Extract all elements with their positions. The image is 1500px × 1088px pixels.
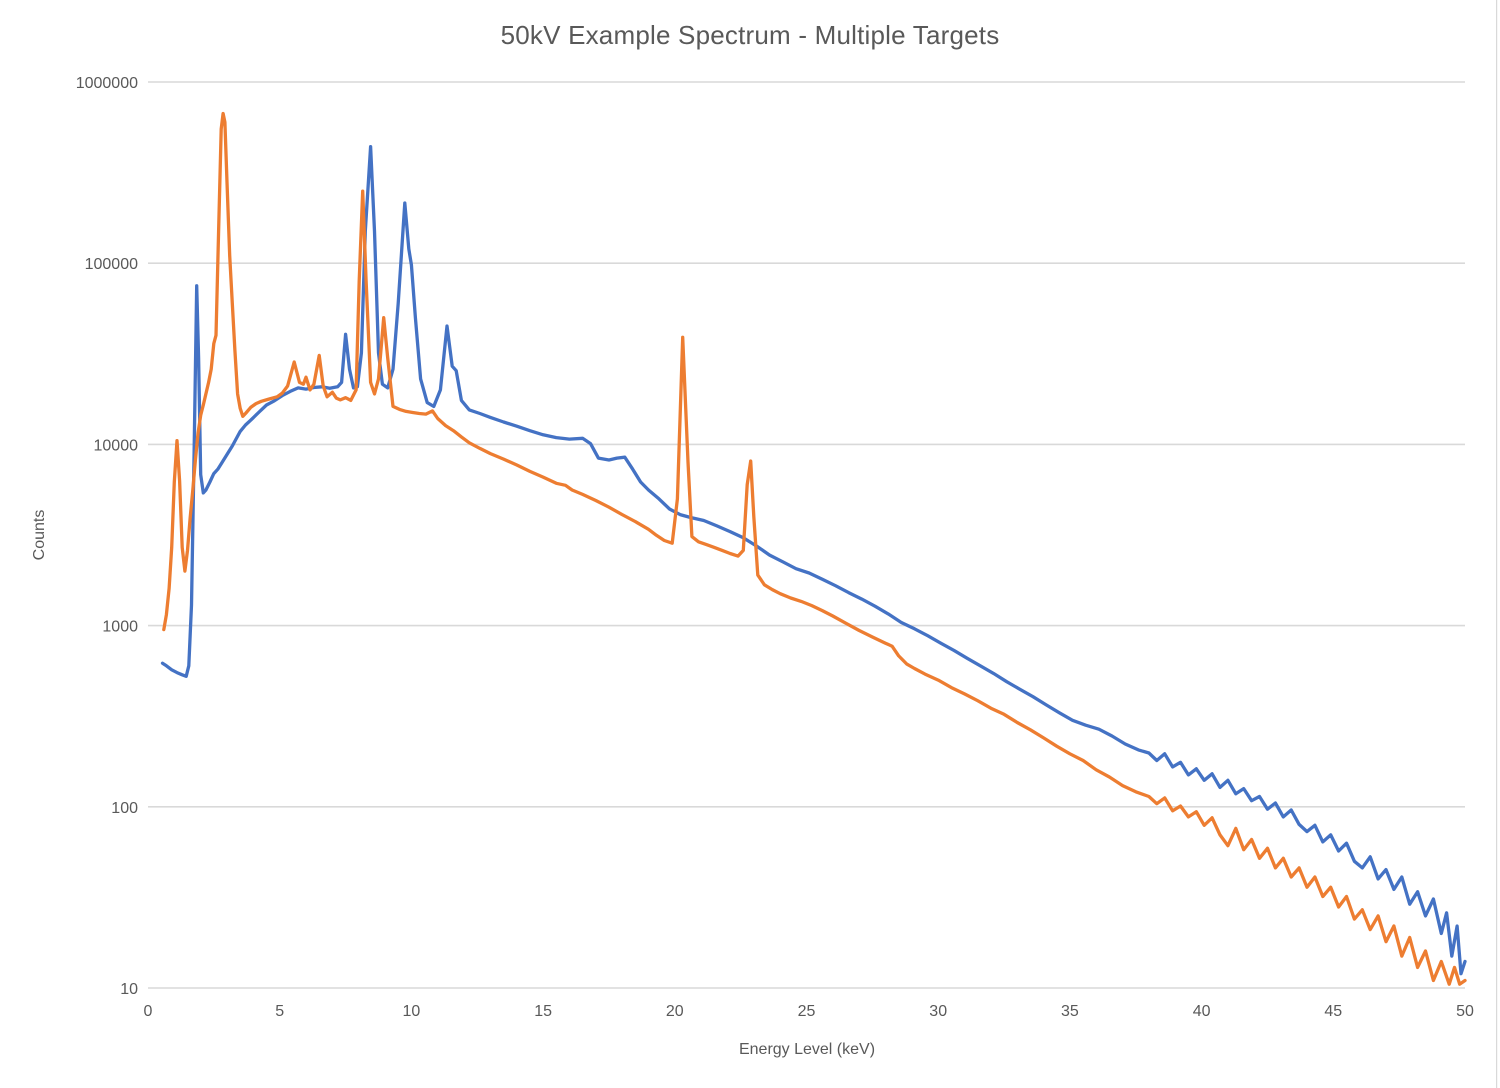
x-tick-label-20: 20 (666, 1003, 684, 1020)
series-2-orange-line (162, 111, 1467, 986)
x-tick-label-10: 10 (403, 1003, 421, 1020)
y-tick-label-1000: 1000 (102, 619, 138, 636)
y-tick-label-1000000: 1000000 (76, 75, 138, 92)
x-tick-label-30: 30 (929, 1003, 947, 1020)
series-1-blue-line (160, 144, 1467, 976)
x-tick-label-15: 15 (534, 1003, 552, 1020)
x-tick-label-50: 50 (1456, 1003, 1474, 1020)
data-series (160, 111, 1467, 986)
x-axis-title: Energy Level (keV) (739, 1041, 875, 1058)
y-tick-label-100: 100 (111, 800, 138, 817)
x-tick-label-5: 5 (275, 1003, 284, 1020)
x-tick-label-40: 40 (1193, 1003, 1211, 1020)
y-axis-title: Counts (31, 510, 48, 561)
x-tick-label-35: 35 (1061, 1003, 1079, 1020)
chart-title: 50kV Example Spectrum - Multiple Targets (500, 20, 1000, 50)
y-tick-label-10000: 10000 (94, 437, 139, 454)
y-tick-label-100000: 100000 (85, 256, 138, 273)
x-tick-label-0: 0 (144, 1003, 153, 1020)
y-tick-label-10: 10 (120, 981, 138, 998)
axis-tick-labels: 10 100 1000 10000 100000 1000000 0 5 10 15 20 25 30 3… (76, 75, 1474, 1020)
gridlines (148, 0, 1498, 1088)
x-tick-label-25: 25 (798, 1003, 816, 1020)
x-tick-label-45: 45 (1324, 1003, 1342, 1020)
